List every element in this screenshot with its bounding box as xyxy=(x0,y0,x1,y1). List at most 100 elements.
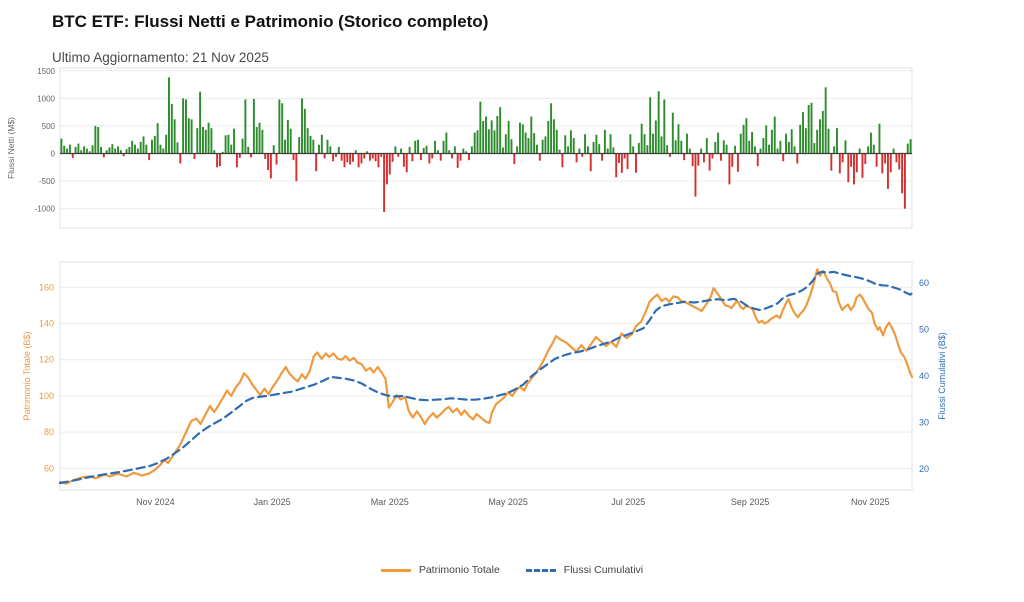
flow-bar[interactable] xyxy=(836,128,838,154)
flow-bar[interactable] xyxy=(660,136,663,154)
flow-bar[interactable] xyxy=(533,133,536,154)
flow-bar[interactable] xyxy=(218,153,221,167)
flow-bar[interactable] xyxy=(490,120,493,154)
flow-bar[interactable] xyxy=(199,91,202,154)
flow-bar[interactable] xyxy=(264,153,267,160)
flow-bar[interactable] xyxy=(586,146,589,154)
flow-bar[interactable] xyxy=(85,148,88,154)
flow-bar[interactable] xyxy=(810,102,813,154)
flow-bar[interactable] xyxy=(462,148,465,154)
flow-bar[interactable] xyxy=(785,133,787,154)
flow-bar[interactable] xyxy=(838,153,841,174)
flow-bar[interactable] xyxy=(210,128,213,154)
flow-bar[interactable] xyxy=(97,127,100,154)
flow-bar[interactable] xyxy=(813,143,816,154)
flow-bar[interactable] xyxy=(343,153,346,168)
flow-bar[interactable] xyxy=(496,116,499,154)
flow-bar[interactable] xyxy=(635,153,637,173)
flow-bar[interactable] xyxy=(303,108,306,154)
flow-bar[interactable] xyxy=(504,134,507,154)
flow-bar[interactable] xyxy=(878,123,881,154)
flow-bar[interactable] xyxy=(663,99,666,154)
flow-bar[interactable] xyxy=(895,153,898,163)
flow-bar[interactable] xyxy=(632,146,635,154)
flow-bar[interactable] xyxy=(142,136,145,154)
flow-bar[interactable] xyxy=(864,153,867,164)
flow-bar[interactable] xyxy=(275,153,278,165)
flow-bar[interactable] xyxy=(640,123,643,154)
flow-bar[interactable] xyxy=(889,153,892,173)
flow-bar[interactable] xyxy=(371,153,374,159)
flow-bar[interactable] xyxy=(281,103,284,154)
flow-bar[interactable] xyxy=(615,153,618,178)
flow-bar[interactable] xyxy=(589,153,592,172)
flow-bar[interactable] xyxy=(80,150,83,154)
flow-bar[interactable] xyxy=(700,148,703,154)
flow-bar[interactable] xyxy=(272,145,275,154)
flow-bar[interactable] xyxy=(756,153,759,167)
flow-bar[interactable] xyxy=(289,128,292,154)
flow-bar[interactable] xyxy=(337,146,340,154)
flow-bar[interactable] xyxy=(765,125,768,154)
flow-bar[interactable] xyxy=(802,112,804,154)
flow-bar[interactable] xyxy=(561,153,564,168)
flow-bar[interactable] xyxy=(595,134,598,154)
total-assets-line[interactable] xyxy=(58,268,914,485)
flow-bar[interactable] xyxy=(652,133,654,154)
flow-bar[interactable] xyxy=(618,153,620,163)
flow-bar[interactable] xyxy=(119,150,122,154)
flow-bar[interactable] xyxy=(468,153,470,161)
flow-bar[interactable] xyxy=(306,128,309,154)
flow-bar[interactable] xyxy=(892,148,895,154)
flow-bar[interactable] xyxy=(374,153,377,162)
flow-bar[interactable] xyxy=(408,146,411,154)
flow-bar[interactable] xyxy=(827,128,830,154)
flow-bar[interactable] xyxy=(482,120,485,154)
flow-bar[interactable] xyxy=(881,153,884,174)
flow-bar[interactable] xyxy=(626,153,629,169)
flow-bar[interactable] xyxy=(770,129,773,154)
flow-bar[interactable] xyxy=(187,118,190,154)
flow-bar[interactable] xyxy=(448,150,451,154)
flow-bar[interactable] xyxy=(216,153,219,168)
flow-bar[interactable] xyxy=(886,153,889,189)
flow-bar[interactable] xyxy=(691,153,694,167)
flow-bar[interactable] xyxy=(714,141,717,154)
flow-bar[interactable] xyxy=(335,153,337,157)
flow-bar[interactable] xyxy=(346,153,349,163)
flow-bar[interactable] xyxy=(476,130,479,154)
flow-bar[interactable] xyxy=(196,128,199,154)
flow-bar[interactable] xyxy=(909,139,912,154)
flow-bar[interactable] xyxy=(278,99,281,154)
flow-bar[interactable] xyxy=(179,153,182,164)
flow-bar[interactable] xyxy=(162,148,165,154)
flow-bar[interactable] xyxy=(564,135,567,154)
flow-bar[interactable] xyxy=(400,148,403,154)
flow-bar[interactable] xyxy=(711,153,714,159)
flow-bar[interactable] xyxy=(833,146,836,154)
legend-item-cumulativi[interactable]: Flussi Cumulativi xyxy=(525,564,643,576)
flow-bar[interactable] xyxy=(884,153,887,164)
flow-bar[interactable] xyxy=(391,153,394,162)
flow-bar[interactable] xyxy=(284,139,286,154)
flow-bar[interactable] xyxy=(671,112,674,154)
flow-bar[interactable] xyxy=(326,139,329,154)
flow-bar[interactable] xyxy=(357,153,360,168)
flow-bar[interactable] xyxy=(850,153,853,167)
flow-bar[interactable] xyxy=(861,153,864,178)
flow-bar[interactable] xyxy=(397,153,400,157)
flow-bar[interactable] xyxy=(609,134,612,154)
flow-bar[interactable] xyxy=(352,153,354,162)
flow-bar[interactable] xyxy=(502,147,504,154)
flow-bar[interactable] xyxy=(708,153,711,171)
flow-bar[interactable] xyxy=(465,151,468,154)
flow-bar[interactable] xyxy=(547,120,550,154)
flow-bar[interactable] xyxy=(298,136,301,154)
flow-bar[interactable] xyxy=(125,149,128,154)
flow-bar[interactable] xyxy=(456,153,459,168)
flow-bar[interactable] xyxy=(153,135,156,154)
flow-bar[interactable] xyxy=(657,91,660,154)
flow-bar[interactable] xyxy=(776,148,779,154)
flow-bar[interactable] xyxy=(552,119,555,154)
flow-bar[interactable] xyxy=(295,153,298,182)
